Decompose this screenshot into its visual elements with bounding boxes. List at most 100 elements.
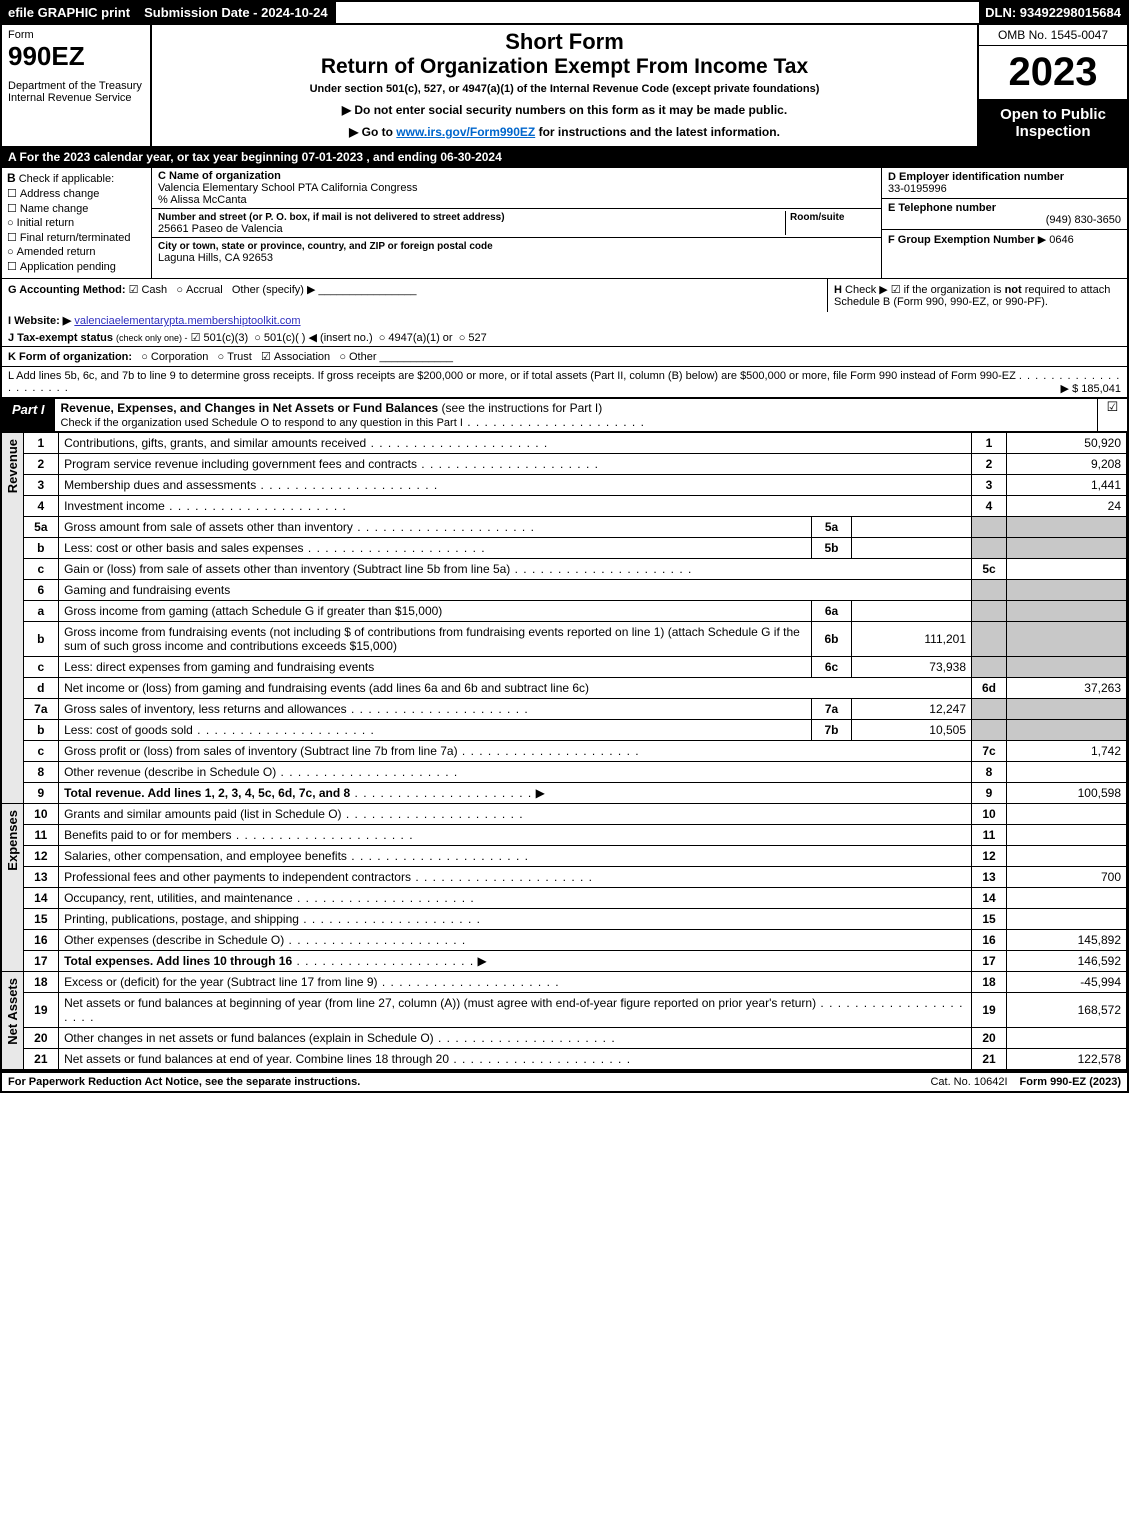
k-o1: Corporation [151,351,208,363]
website-link[interactable]: valenciaelementarypta.membershiptoolkit.… [74,315,300,327]
g-other: Other (specify) ▶ [232,284,316,296]
line-val [1007,762,1127,783]
opt-address-change[interactable]: Address change [7,187,146,200]
line-11: 11Benefits paid to or for members11 [24,825,1127,846]
line-7c: cGross profit or (loss) from sales of in… [24,741,1127,762]
form-header: Form 990EZ Department of the Treasury In… [0,25,1129,148]
opt-application-pending[interactable]: Application pending [7,260,146,273]
line-19: 19Net assets or fund balances at beginni… [24,993,1127,1028]
line-val [1007,888,1127,909]
line-num: 1 [972,433,1007,454]
line-num: 15 [972,909,1007,930]
line-desc: Salaries, other compensation, and employ… [64,849,347,863]
line-val: 122,578 [1007,1049,1127,1070]
d-label: D Employer identification number [888,171,1064,183]
form-number: 990EZ [8,41,144,72]
line-desc: Other changes in net assets or fund bala… [64,1031,434,1045]
d-row: D Employer identification number 33-0195… [882,168,1127,199]
opt-initial-return[interactable]: Initial return [7,217,146,229]
line-1: 1Contributions, gifts, grants, and simil… [24,433,1127,454]
top-bar: efile GRAPHIC print Submission Date - 20… [0,0,1129,25]
line-20: 20Other changes in net assets or fund ba… [24,1028,1127,1049]
line-val [1007,559,1127,580]
line-7a: 7aGross sales of inventory, less returns… [24,699,1127,720]
expenses-table: 10Grants and similar amounts paid (list … [24,804,1127,972]
section-ghij: G Accounting Method: Cash Accrual Other … [0,279,1129,347]
sub-num: 7a [812,699,852,720]
f-row: F Group Exemption Number ▶ 0646 [882,230,1127,278]
j-label: J Tax-exempt status [8,332,113,344]
j-row: J Tax-exempt status (check only one) - 5… [2,329,1127,346]
line-17: 17Total expenses. Add lines 10 through 1… [24,951,1127,972]
room-label: Room/suite [790,212,844,223]
line-desc: Membership dues and assessments [64,478,256,492]
footer-mid: Cat. No. 10642I [924,1073,1013,1091]
line-21: 21Net assets or fund balances at end of … [24,1049,1127,1070]
opt-label: Address change [20,188,100,200]
h-not: not [1005,284,1022,296]
line-num: 9 [972,783,1007,804]
sub-num: 6b [812,622,852,657]
line-val [1007,804,1127,825]
expenses-block: Expenses 10Grants and similar amounts pa… [0,804,1129,972]
line-6b: bGross income from fundraising events (n… [24,622,1127,657]
col-b: B Check if applicable: Address change Na… [2,168,152,278]
sub-num: 6a [812,601,852,622]
revenue-tab-label: Revenue [5,433,20,499]
line-num: 2 [972,454,1007,475]
irs-link[interactable]: www.irs.gov/Form990EZ [396,125,535,139]
line-desc: Gross income from gaming (attach Schedul… [64,604,442,618]
line-desc: Program service revenue including govern… [64,457,417,471]
line-desc: Less: cost or other basis and sales expe… [64,541,303,555]
i-row: I Website: ▶ valenciaelementarypta.membe… [2,312,1127,329]
efile-label[interactable]: efile GRAPHIC print [2,2,138,23]
opt-amended-return[interactable]: Amended return [7,246,146,258]
part1-title2: (see the instructions for Part I) [438,401,602,415]
line-val: -45,994 [1007,972,1127,993]
line-desc: Net income or (loss) from gaming and fun… [64,681,589,695]
col-def: D Employer identification number 33-0195… [882,168,1127,278]
line-desc: Printing, publications, postage, and shi… [64,912,299,926]
part1-check[interactable]: ☑ [1097,399,1127,431]
line-val [1007,825,1127,846]
line-num: 5c [972,559,1007,580]
footer-left: For Paperwork Reduction Act Notice, see … [2,1073,924,1091]
h-row: H Check ▶ ☑ if the organization is not r… [827,279,1127,312]
c-label: C Name of organization [158,170,281,182]
line-6: 6Gaming and fundraising events [24,580,1127,601]
line-15: 15 Printing, publications, postage, and s… [24,909,1127,930]
header-right: OMB No. 1545-0047 2023 Open to Public In… [977,25,1127,146]
line-desc: Grants and similar amounts paid (list in… [64,807,341,821]
line-16: 16Other expenses (describe in Schedule O… [24,930,1127,951]
opt-final-return[interactable]: Final return/terminated [7,231,146,244]
line-3: 3Membership dues and assessments31,441 [24,475,1127,496]
subtitle: Under section 501(c), 527, or 4947(a)(1)… [158,83,971,95]
line-num: 3 [972,475,1007,496]
line-desc: Occupancy, rent, utilities, and maintena… [64,891,293,905]
goto-post: for instructions and the latest informat… [535,125,780,139]
row-l: L Add lines 5b, 6c, and 7b to line 9 to … [0,367,1129,398]
part1-header: Part I Revenue, Expenses, and Changes in… [0,398,1129,433]
line-desc: Investment income [64,499,165,513]
opt-label: Amended return [17,246,96,258]
opt-label: Application pending [20,261,116,273]
tax-year: 2023 [979,46,1127,100]
revenue-table: 1Contributions, gifts, grants, and simil… [24,433,1127,804]
line-desc: Gross profit or (loss) from sales of inv… [64,744,457,758]
opt-name-change[interactable]: Name change [7,202,146,215]
netassets-tab: Net Assets [2,972,24,1070]
street-val: 25661 Paseo de Valencia [158,223,283,235]
line-6c: cLess: direct expenses from gaming and f… [24,657,1127,678]
line-val: 700 [1007,867,1127,888]
line-12: 12Salaries, other compensation, and empl… [24,846,1127,867]
g-accrual: Accrual [186,284,223,296]
f-label: F Group Exemption Number [888,234,1035,246]
line-num: 18 [972,972,1007,993]
c-street-row: Number and street (or P. O. box, if mail… [152,209,881,238]
line-val: 146,592 [1007,951,1127,972]
line-5a: 5aGross amount from sale of assets other… [24,517,1127,538]
line-desc: Gain or (loss) from sale of assets other… [64,562,510,576]
sub-val: 73,938 [852,657,972,678]
sub-val: 12,247 [852,699,972,720]
sub-num: 7b [812,720,852,741]
